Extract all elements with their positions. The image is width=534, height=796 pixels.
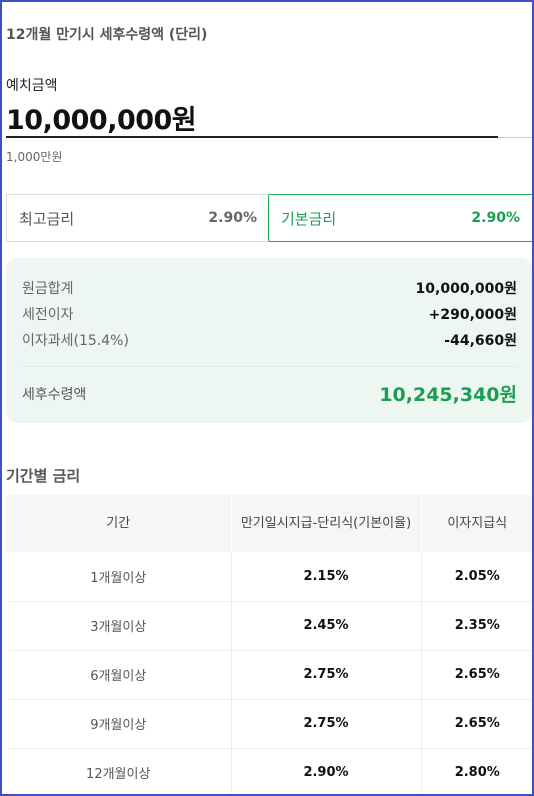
table-row: 6개월이상 2.75% 2.65%	[6, 650, 532, 700]
period-rate-table: 기간 만기일시지급-단리식(기본이율) 이자지급식 1개월이상 2.15% 2.…	[6, 495, 532, 794]
tax-label: 이자과세(15.4%)	[22, 333, 129, 349]
interest-payment-rate-cell: 2.65%	[421, 650, 532, 700]
period-cell: 3개월이상	[6, 601, 232, 651]
maturity-rate-cell: 2.90%	[231, 748, 422, 794]
interest-payment-rate-cell: 2.65%	[421, 699, 532, 749]
deposit-input-underline-rest	[498, 137, 532, 138]
principal-value: 10,000,000원	[415, 281, 517, 297]
period-cell: 9개월이상	[6, 699, 232, 749]
column-header-interest-payment: 이자지급식	[421, 495, 532, 552]
result-summary-card: 원금합계 10,000,000원 세전이자 +290,000원 이자과세(15.…	[6, 258, 532, 423]
tab-base-rate-value: 2.90%	[471, 210, 520, 226]
page-title: 12개월 만기시 세후수령액 (단리)	[6, 27, 208, 43]
table-row: 9개월이상 2.75% 2.65%	[6, 699, 532, 749]
tab-max-rate-label: 최고금리	[19, 209, 75, 228]
period-cell: 12개월이상	[6, 748, 232, 794]
deposit-amount-hint: 1,000만원	[6, 150, 63, 164]
table-row: 1개월이상 2.15% 2.05%	[6, 552, 532, 602]
maturity-rate-cell: 2.15%	[231, 552, 422, 602]
tab-max-rate[interactable]: 최고금리 2.90%	[6, 194, 269, 242]
interest-payment-rate-cell: 2.05%	[421, 552, 532, 602]
column-header-maturity-simple: 만기일시지급-단리식(기본이율)	[231, 495, 422, 552]
summary-row-net-total: 세후수령액 10,245,340원	[22, 380, 517, 407]
period-cell: 1개월이상	[6, 552, 232, 602]
maturity-rate-cell: 2.45%	[231, 601, 422, 651]
column-header-period: 기간	[6, 495, 232, 552]
tax-value: -44,660원	[444, 333, 517, 349]
pretax-interest-label: 세전이자	[22, 307, 74, 323]
pretax-interest-value: +290,000원	[428, 307, 517, 323]
deposit-label: 예치금액	[6, 78, 58, 94]
table-row: 12개월이상 2.90% 2.80%	[6, 748, 532, 794]
tab-max-rate-value: 2.90%	[208, 210, 257, 226]
period-cell: 6개월이상	[6, 650, 232, 700]
table-header-row: 기간 만기일시지급-단리식(기본이율) 이자지급식	[6, 495, 532, 552]
tab-base-rate-label: 기본금리	[281, 209, 337, 228]
summary-row-pretax-interest: 세전이자 +290,000원	[22, 304, 517, 324]
principal-label: 원금합계	[22, 281, 74, 297]
deposit-amount-input[interactable]: 10,000,000원	[6, 105, 197, 136]
table-row: 3개월이상 2.45% 2.35%	[6, 601, 532, 651]
maturity-rate-cell: 2.75%	[231, 699, 422, 749]
maturity-rate-cell: 2.75%	[231, 650, 422, 700]
interest-payment-rate-cell: 2.35%	[421, 601, 532, 651]
summary-divider	[22, 366, 517, 367]
tab-base-rate[interactable]: 기본금리 2.90%	[268, 194, 532, 242]
net-total-value: 10,245,340원	[379, 384, 517, 406]
deposit-input-underline	[6, 136, 498, 138]
summary-row-principal: 원금합계 10,000,000원	[22, 278, 517, 298]
period-rate-heading: 기간별 금리	[6, 467, 81, 485]
net-total-label: 세후수령액	[22, 386, 87, 403]
interest-payment-rate-cell: 2.80%	[421, 748, 532, 794]
summary-row-tax: 이자과세(15.4%) -44,660원	[22, 330, 517, 350]
